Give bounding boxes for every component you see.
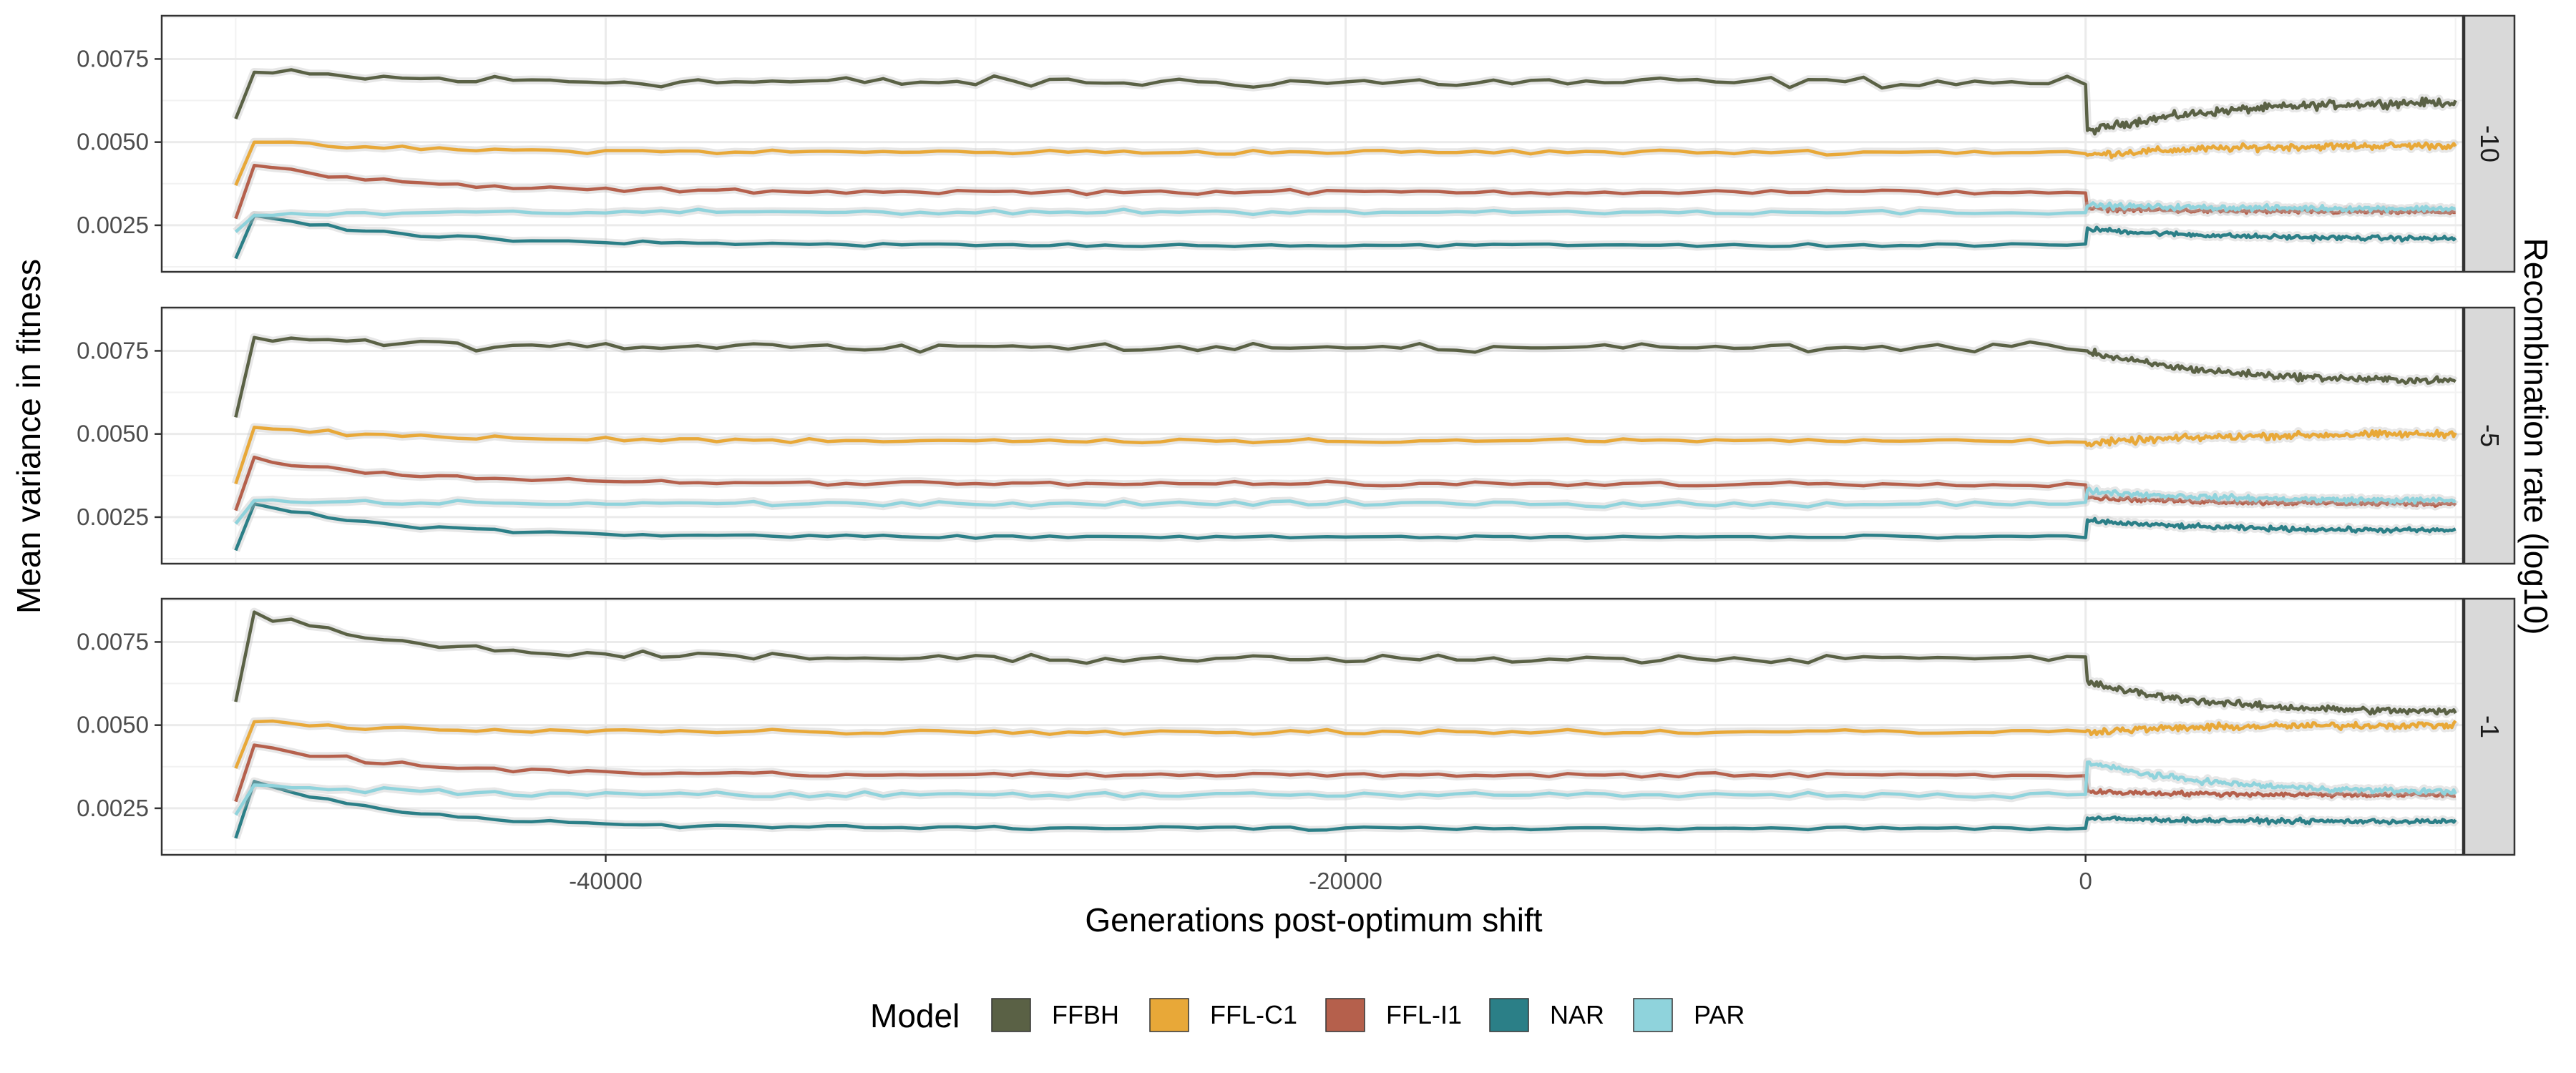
legend-key	[1149, 998, 1189, 1032]
series-line-FFBH	[234, 610, 2457, 716]
series-line-FFL-I1	[234, 743, 2457, 803]
panel-border	[160, 14, 2464, 273]
legend: Model FFBH FFL-C1 FFL-I1 NAR PAR	[870, 997, 1745, 1034]
legend-key	[991, 998, 1031, 1032]
panel-border	[160, 597, 2464, 856]
y-tick-label: 0.0075	[77, 45, 149, 72]
series-line-NAR	[234, 780, 2457, 839]
facet-strip-label: -10	[2475, 125, 2504, 162]
legend-items: FFBH FFL-C1 FFL-I1 NAR PAR	[991, 998, 1745, 1032]
series-line-FFL-C1	[234, 140, 2457, 186]
series-line-PAR	[234, 201, 2457, 233]
facet-strip	[2463, 14, 2516, 273]
series-line-PAR	[234, 760, 2457, 816]
y-tick-label: 0.0050	[77, 712, 149, 738]
panel-1: -5 0.0025 0.0050 0.0075	[77, 306, 2516, 565]
legend-label: FFL-C1	[1210, 1000, 1297, 1029]
panel-0: -10 0.0025 0.0050 0.0075	[77, 14, 2516, 273]
legend-item-FFBH: FFBH	[991, 998, 1119, 1032]
facet-strip-label: -1	[2475, 715, 2504, 738]
legend-title: Model	[870, 997, 960, 1034]
y-tick-label: 0.0050	[77, 421, 149, 447]
series-line-NAR	[234, 213, 2457, 260]
y-axis-title: Mean variance in fitness	[10, 259, 47, 614]
facet-strip	[2463, 306, 2516, 565]
facet-axis-title: Recombination rate (log10)	[2517, 238, 2555, 635]
series-line-PAR	[234, 486, 2457, 525]
legend-key	[1633, 998, 1673, 1032]
series-line-FFBH	[234, 68, 2457, 136]
legend-label: NAR	[1550, 1000, 1604, 1029]
y-tick-label: 0.0025	[77, 212, 149, 238]
panel-2: -1 0.0025 0.0050 0.0075 -40000 -20000 0	[77, 597, 2516, 894]
y-tick-label: 0.0025	[77, 504, 149, 530]
legend-label: FFBH	[1052, 1000, 1119, 1029]
series-line-FFBH	[234, 335, 2457, 418]
y-tick-label: 0.0025	[77, 795, 149, 821]
x-tick-label: 0	[2079, 868, 2092, 894]
legend-item-NAR: NAR	[1489, 998, 1604, 1032]
legend-item-FFL-I1: FFL-I1	[1325, 998, 1462, 1032]
series-line-FFL-I1	[234, 163, 2456, 220]
series-line-FFL-C1	[234, 426, 2457, 485]
y-tick-label: 0.0075	[77, 628, 149, 655]
chart-panels: -100.00250.00500.0075-50.00250.00500.007…	[77, 14, 2516, 894]
facet-strip-label: -5	[2475, 424, 2504, 447]
legend-key	[1325, 998, 1365, 1032]
x-tick-label: -20000	[1309, 868, 1382, 894]
legend-key	[1489, 998, 1529, 1032]
legend-item-FFL-C1: FFL-C1	[1149, 998, 1297, 1032]
series-line-NAR	[234, 502, 2457, 552]
facet-strip	[2463, 597, 2516, 856]
x-tick-label: -40000	[569, 868, 643, 894]
y-tick-label: 0.0075	[77, 337, 149, 363]
legend-item-PAR: PAR	[1633, 998, 1745, 1032]
panel-border	[160, 306, 2464, 565]
legend-label: PAR	[1694, 1000, 1745, 1029]
x-axis-title: Generations post-optimum shift	[1085, 901, 1542, 939]
y-tick-label: 0.0050	[77, 129, 149, 155]
series-line-FFL-I1	[234, 455, 2457, 511]
series-line-FFL-C1	[234, 719, 2457, 769]
legend-label: FFL-I1	[1386, 1000, 1462, 1029]
